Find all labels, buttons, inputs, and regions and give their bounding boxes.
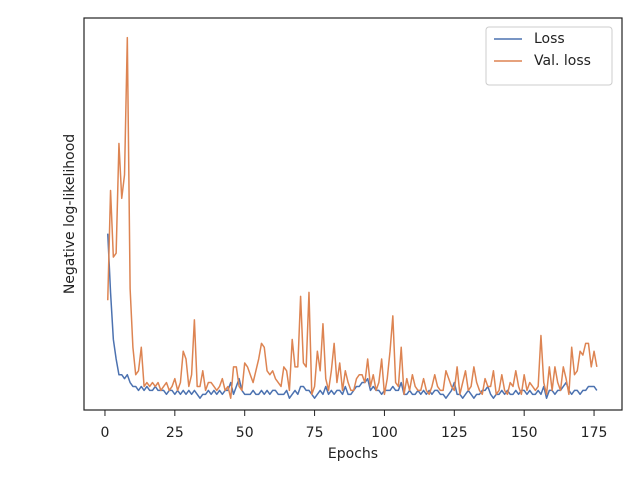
x-tick-label: 25 [166,425,184,441]
x-tick-label: 150 [511,425,538,441]
x-tick-label: 100 [371,425,398,441]
x-tick-label: 0 [101,425,110,441]
line-series [107,36,598,399]
line-series [107,233,598,399]
legend-box [485,26,613,86]
x-tick-label: 125 [441,425,468,441]
axes-frame [83,17,623,411]
x-tick-label: 50 [236,425,254,441]
x-tick-label: 175 [581,425,608,441]
y-axis-label: Negative log-likelihood [62,134,78,294]
legend-label: Val. loss [534,53,591,69]
legend-label: Loss [534,31,565,47]
x-tick-label: 75 [306,425,324,441]
x-axis-label: Epochs [328,446,378,462]
